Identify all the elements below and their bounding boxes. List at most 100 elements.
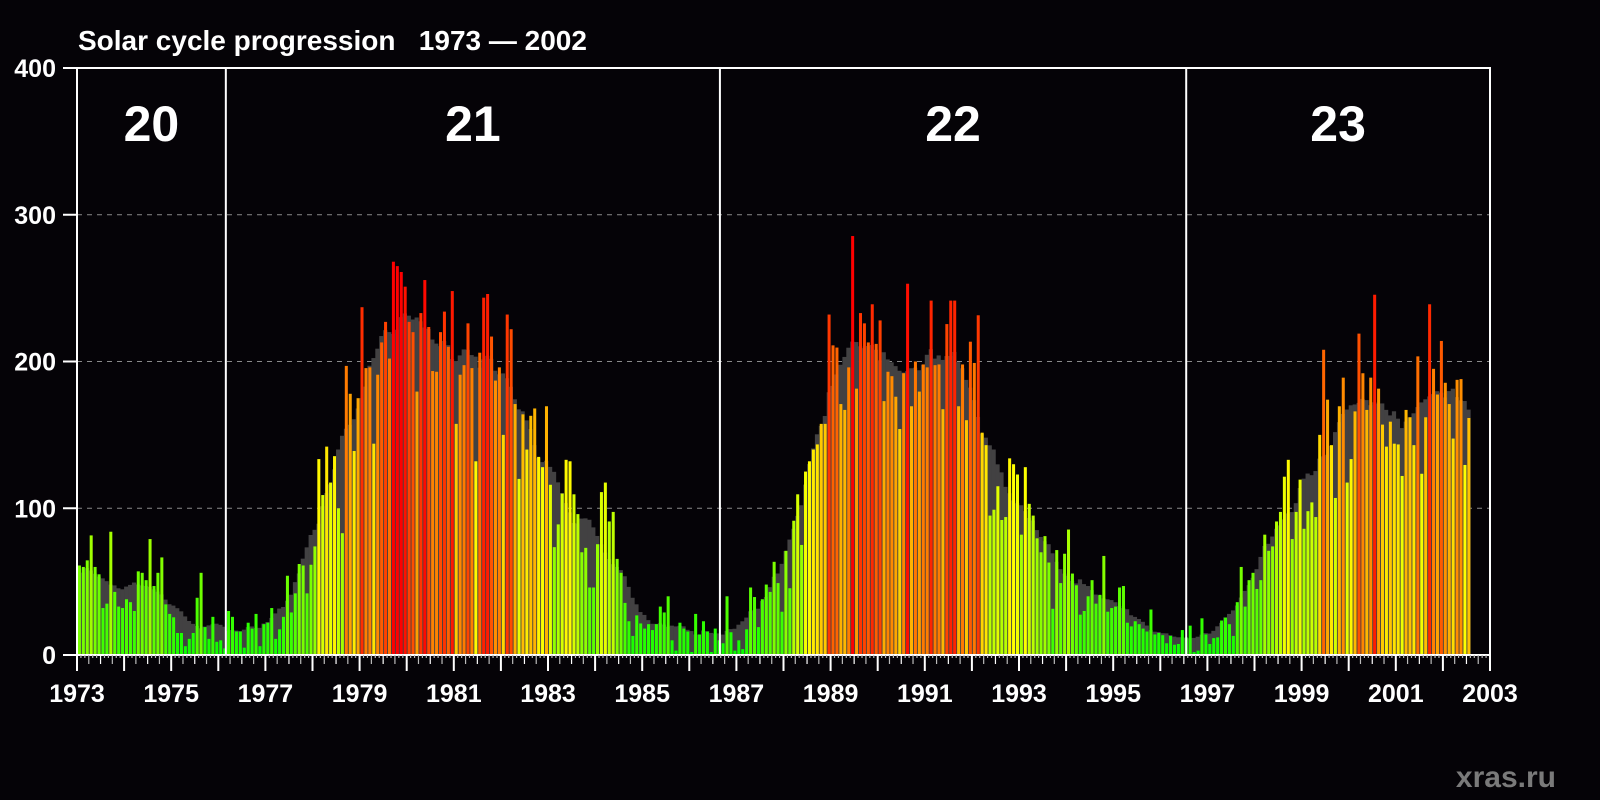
- month-bar: [435, 371, 439, 655]
- month-bar: [815, 444, 819, 655]
- month-bar: [1326, 399, 1330, 655]
- month-bar: [1396, 444, 1400, 655]
- month-bar: [1369, 377, 1373, 655]
- month-bar: [321, 495, 325, 655]
- month-bar: [819, 423, 823, 655]
- smoothed-bar: [673, 626, 678, 655]
- month-bar: [1094, 603, 1098, 655]
- month-bar: [509, 329, 513, 655]
- month-bar: [168, 613, 172, 655]
- month-bar: [199, 572, 203, 655]
- month-bar: [470, 368, 474, 655]
- month-bar: [482, 297, 486, 655]
- month-bar: [195, 597, 199, 655]
- month-bar: [329, 482, 333, 655]
- month-bar: [105, 603, 109, 655]
- month-bar: [1447, 404, 1451, 655]
- month-bar: [1169, 635, 1173, 655]
- month-bar: [1137, 624, 1141, 655]
- month-bar: [996, 486, 1000, 655]
- month-bar: [97, 574, 101, 655]
- month-bar: [1102, 555, 1106, 655]
- month-bar: [623, 602, 627, 655]
- month-bar: [136, 571, 140, 655]
- month-bar: [1384, 446, 1388, 655]
- month-bar: [387, 358, 391, 655]
- month-bar: [121, 608, 125, 655]
- month-bar: [925, 367, 929, 655]
- month-bar: [1227, 624, 1231, 655]
- month-bar: [588, 587, 592, 655]
- month-bar: [1055, 550, 1059, 655]
- month-bar: [325, 446, 329, 655]
- month-bar: [513, 404, 517, 655]
- month-bar: [725, 596, 729, 655]
- smoothed-bar: [186, 620, 192, 655]
- month-bar: [1435, 394, 1439, 655]
- smoothed-bar: [1191, 637, 1196, 655]
- month-bar: [756, 627, 760, 655]
- month-bar: [921, 364, 925, 655]
- month-bar: [666, 596, 670, 655]
- month-bar: [694, 613, 698, 655]
- month-bar: [568, 461, 572, 655]
- month-bar: [541, 467, 545, 655]
- x-tick-label: 1977: [238, 680, 294, 708]
- month-bar: [1306, 511, 1310, 655]
- month-bar: [152, 586, 156, 655]
- month-bar: [144, 580, 148, 655]
- smoothed-bar: [222, 626, 227, 655]
- month-bar: [1337, 406, 1341, 655]
- month-bar: [580, 552, 584, 655]
- month-bar: [910, 406, 914, 655]
- month-bar: [596, 544, 600, 655]
- month-bar: [1192, 652, 1196, 655]
- month-bar: [760, 599, 764, 655]
- month-bar: [431, 371, 435, 655]
- month-bar: [344, 365, 348, 655]
- month-bar: [753, 597, 757, 655]
- month-bar: [1361, 373, 1365, 655]
- month-bar: [525, 449, 529, 655]
- month-bar: [972, 362, 976, 655]
- month-bar: [427, 327, 431, 655]
- month-bar: [862, 323, 866, 655]
- month-bar: [1012, 464, 1016, 655]
- y-tick-label: 400: [14, 55, 56, 83]
- x-tick-label: 1997: [1180, 680, 1236, 708]
- month-bar: [1165, 643, 1169, 655]
- month-bar: [886, 371, 890, 655]
- month-bar: [870, 304, 874, 655]
- month-bar: [804, 471, 808, 655]
- month-bar: [128, 602, 132, 655]
- month-bar: [336, 508, 340, 655]
- month-bar: [906, 283, 910, 655]
- month-bar: [639, 623, 643, 655]
- month-bar: [215, 641, 219, 655]
- month-bar: [1439, 340, 1443, 655]
- month-bar: [454, 423, 458, 655]
- month-bar: [486, 293, 490, 655]
- month-bar: [737, 640, 741, 655]
- month-bar: [729, 632, 733, 655]
- month-bar: [1106, 611, 1110, 655]
- month-bar: [1059, 583, 1063, 655]
- month-bar: [1176, 643, 1180, 655]
- month-bar: [450, 291, 454, 655]
- month-bar: [705, 631, 709, 655]
- month-bar: [831, 345, 835, 655]
- month-bar: [1416, 356, 1420, 655]
- month-bar: [439, 332, 443, 655]
- month-bar: [1067, 529, 1071, 655]
- month-bar: [811, 449, 815, 655]
- smoothed-bar: [689, 631, 694, 655]
- y-tick-label: 100: [14, 495, 56, 523]
- x-tick-label: 1989: [803, 680, 859, 708]
- month-bar: [1428, 304, 1432, 655]
- month-bar: [690, 652, 694, 655]
- month-bar: [1373, 294, 1377, 655]
- month-bar: [1212, 638, 1216, 655]
- month-bar: [964, 420, 968, 655]
- month-bar: [611, 511, 615, 655]
- smoothed-bar: [218, 624, 223, 655]
